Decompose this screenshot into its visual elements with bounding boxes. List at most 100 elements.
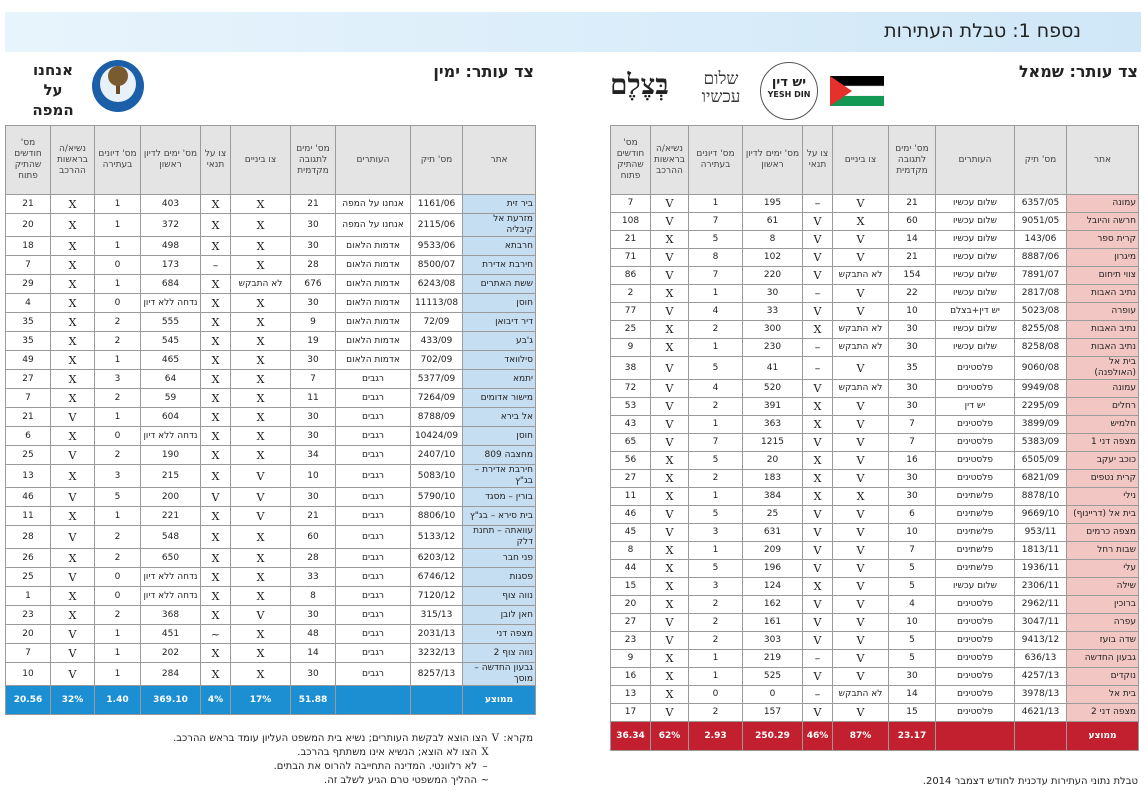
cell: 30 bbox=[290, 293, 336, 313]
empty-cell bbox=[335, 685, 411, 715]
cell: דיר דיבואן bbox=[462, 312, 536, 332]
cell: 25 bbox=[610, 320, 651, 339]
cell: 8257/13 bbox=[410, 662, 463, 686]
logo-text: יש דין bbox=[771, 75, 807, 90]
cell: 13 bbox=[5, 464, 51, 488]
cell: 4 bbox=[688, 379, 743, 398]
cell: V bbox=[832, 469, 889, 488]
cell: 27 bbox=[610, 613, 651, 632]
cell: 650 bbox=[140, 548, 201, 568]
legend-symbol: – bbox=[482, 761, 488, 772]
cell: 35 bbox=[5, 312, 51, 332]
cell: 23 bbox=[5, 605, 51, 625]
cell: שלום עכשיו bbox=[935, 338, 1015, 357]
cell: V bbox=[50, 445, 95, 465]
cell: V bbox=[802, 703, 833, 722]
cell: 0 bbox=[94, 567, 141, 587]
cell: X bbox=[650, 451, 689, 470]
legend-text: ההליך המשפטי טרם הגיע לשלב זה. bbox=[324, 775, 477, 786]
legend-row: –לא רלוונטי. המדינה התחייבה להרוס את הבת… bbox=[113, 760, 533, 774]
cell: אדמות הלאום bbox=[335, 312, 411, 332]
cell: 21 bbox=[5, 194, 51, 214]
cell: 157 bbox=[742, 703, 803, 722]
cell: 2817/08 bbox=[1014, 284, 1067, 303]
cell: V bbox=[650, 397, 689, 416]
cell: V bbox=[650, 415, 689, 434]
cell: V bbox=[832, 667, 889, 686]
row: גבעון החדשה – מוסך 8257/13 רגבים 30 X X 284 1 V 1… bbox=[5, 662, 536, 686]
cell: V bbox=[50, 662, 95, 686]
cell: 2 bbox=[688, 397, 743, 416]
row: שבות רחל 1813/11 פלשתינים 7 V V 209 1 X 8 bbox=[610, 541, 1139, 560]
cell: 5790/10 bbox=[410, 487, 463, 507]
cell: X bbox=[200, 426, 231, 446]
cell: 555 bbox=[140, 312, 201, 332]
row: אל בירא 8788/09 רגבים 30 X X 604 1 V 21 bbox=[5, 407, 536, 427]
cell: 27 bbox=[610, 469, 651, 488]
cell: 2 bbox=[688, 703, 743, 722]
cell: פלסטינים bbox=[935, 613, 1015, 632]
cell: 17 bbox=[610, 703, 651, 722]
row: חרשה והיובל 9051/05 שלום עכשיו 60 X V 61 7 V 108 bbox=[610, 212, 1139, 231]
cell: 7 bbox=[688, 212, 743, 231]
cell: פלסטינים bbox=[935, 667, 1015, 686]
column-header: העותרים bbox=[935, 125, 1015, 195]
cell: פלשתינים bbox=[935, 523, 1015, 542]
cell: X bbox=[200, 331, 231, 351]
average-value: 87% bbox=[832, 721, 889, 751]
cell: V bbox=[832, 284, 889, 303]
cell: 46 bbox=[5, 487, 51, 507]
cell: V bbox=[802, 523, 833, 542]
left-table-wrap: אתר מס' תיק העותרים מס' ימים לתגובה מקדמית צ… bbox=[5, 125, 536, 715]
cell: רגבים bbox=[335, 464, 411, 488]
row: מצפה דני 2 4621/13 פלסטינים 15 V V 157 2 V 17 bbox=[610, 703, 1139, 722]
cell: 1813/11 bbox=[1014, 541, 1067, 560]
cell: 30 bbox=[290, 350, 336, 370]
cell: נוקדים bbox=[1066, 667, 1139, 686]
cell: ברוכין bbox=[1066, 595, 1139, 614]
row: שילה 2306/11 שלום עכשיו 5 V X 124 3 X 15 bbox=[610, 577, 1139, 596]
cell: X bbox=[802, 577, 833, 596]
cell: 53 bbox=[610, 397, 651, 416]
cell: פסגות bbox=[462, 567, 536, 587]
cell: 1 bbox=[688, 487, 743, 506]
average-value: 4% bbox=[200, 685, 231, 715]
cell: 20 bbox=[5, 624, 51, 644]
cell: V bbox=[832, 302, 889, 321]
row: שדה בועז 9413/12 פלסטינים 5 V V 303 2 V 23 bbox=[610, 631, 1139, 650]
cell: מיגרון bbox=[1066, 248, 1139, 267]
cell: X bbox=[200, 312, 231, 332]
row: מחצבה 809 2407/10 רגבים 34 X X 190 2 V 25 bbox=[5, 445, 536, 465]
cell: נדחה ללא דיון bbox=[140, 426, 201, 446]
row: רחלים 2295/09 יש דין 30 V X 391 2 V 53 bbox=[610, 397, 1139, 416]
row: חרבתא 9533/06 אדמות הלאום 30 X X 498 1 X 18 bbox=[5, 236, 536, 256]
cell: שלום עכשיו bbox=[935, 230, 1015, 249]
cell: 372 bbox=[140, 213, 201, 237]
cell: 209 bbox=[742, 541, 803, 560]
cell: 0 bbox=[94, 586, 141, 606]
average-value: 2.93 bbox=[688, 721, 743, 751]
cell: 702/09 bbox=[410, 350, 463, 370]
cell: X bbox=[50, 605, 95, 625]
cell: פלסטינים bbox=[935, 451, 1015, 470]
column-header: מס' תיק bbox=[410, 125, 463, 195]
cell: V bbox=[832, 415, 889, 434]
right-heading: צד עותר: שמאל bbox=[1018, 62, 1138, 81]
row: עלי 1936/11 פלשתינים 5 V V 196 5 X 44 bbox=[610, 559, 1139, 578]
row: חאן לובן 315/13 רגבים 30 V X 368 2 X 23 bbox=[5, 605, 536, 625]
cell: בורין – מסגד bbox=[462, 487, 536, 507]
cell: לא התבקש bbox=[832, 320, 889, 339]
cell: 108 bbox=[610, 212, 651, 231]
cell: – bbox=[802, 284, 833, 303]
cell: 11113/08 bbox=[410, 293, 463, 313]
cell: 4257/13 bbox=[1014, 667, 1067, 686]
cell: X bbox=[230, 369, 291, 389]
cell: X bbox=[200, 605, 231, 625]
cell: קרית ספר bbox=[1066, 230, 1139, 249]
row: נתיב האבות 2817/08 שלום עכשיו 22 V –30 1 X 2 bbox=[610, 284, 1139, 303]
cell: 44 bbox=[610, 559, 651, 578]
cell: 2115/06 bbox=[410, 213, 463, 237]
title-bar: נספח 1: טבלת העתירות bbox=[5, 12, 1141, 52]
cell: 7120/12 bbox=[410, 586, 463, 606]
cell: X bbox=[650, 595, 689, 614]
